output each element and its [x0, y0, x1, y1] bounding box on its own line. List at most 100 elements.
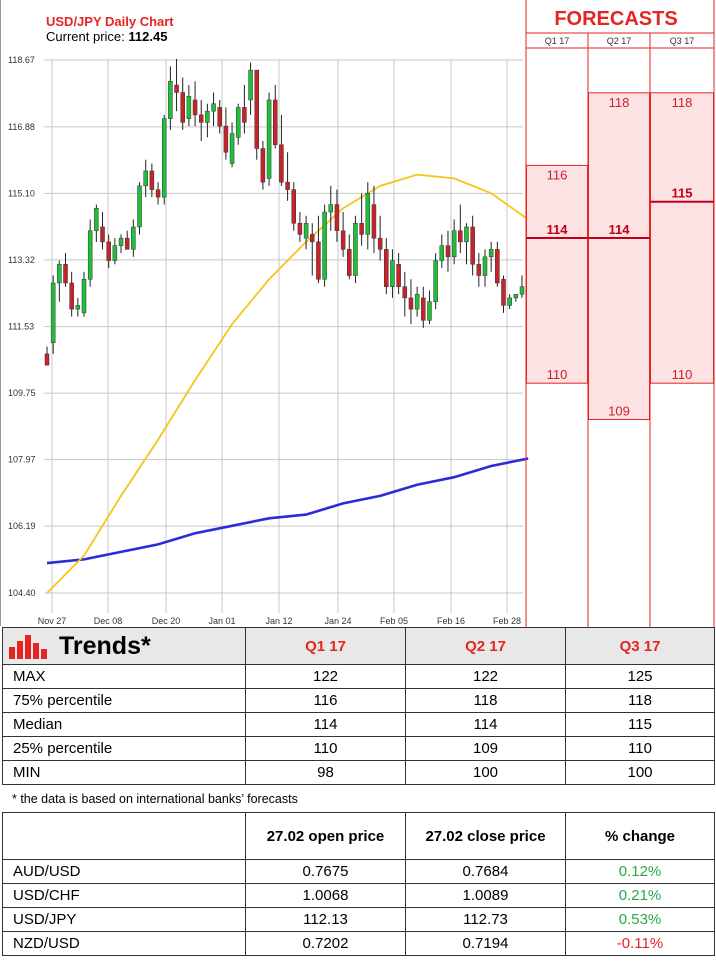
candle-body: [501, 279, 506, 306]
candle: [322, 204, 327, 287]
open-price: 0.7675: [245, 859, 406, 884]
candle-body: [310, 234, 315, 243]
candle-body: [464, 226, 469, 243]
candle: [57, 260, 62, 302]
candle-body: [291, 189, 297, 224]
ma-long-line: [46, 457, 529, 565]
candle: [180, 77, 185, 130]
y-tick-label: 115.10: [8, 188, 35, 198]
percent-change: -0.11%: [565, 931, 715, 956]
cell-value: 100: [565, 760, 715, 785]
candle: [439, 234, 445, 269]
candle-body: [328, 204, 334, 213]
candle-body: [340, 230, 346, 250]
candle-body: [396, 264, 401, 287]
pair-name: USD/JPY: [2, 907, 246, 932]
fx-table: 27.02 open price 27.02 close price % cha…: [2, 812, 715, 956]
open-price: 0.7202: [245, 931, 406, 956]
candle-body: [519, 286, 525, 295]
candle: [433, 253, 438, 310]
y-tick-label: 116.88: [8, 122, 35, 132]
candle: [205, 103, 210, 138]
candle: [168, 66, 173, 130]
candle-body: [266, 99, 272, 179]
candle-body: [118, 237, 124, 246]
y-tick-label: 118.67: [8, 55, 35, 65]
candle: [359, 193, 364, 246]
candle: [192, 81, 198, 127]
candle-body: [174, 84, 179, 93]
candle-body: [260, 148, 266, 183]
pair-name: AUD/USD: [2, 859, 246, 884]
candle: [347, 234, 352, 280]
cell-value: 114: [405, 712, 566, 737]
row-label: MIN: [2, 760, 246, 785]
candle: [365, 182, 371, 250]
trends-col-q1: Q1 17: [245, 627, 406, 665]
x-tick-label: Jan 01: [208, 616, 235, 626]
cell-value: 118: [565, 688, 715, 713]
candle-body: [100, 226, 105, 243]
candle-body: [192, 99, 198, 116]
row-label: MAX: [2, 664, 246, 689]
forecast-label-low: 109: [608, 404, 630, 419]
cell-value: 98: [245, 760, 406, 785]
forecast-label-median: 115: [672, 186, 693, 201]
candle: [445, 230, 451, 272]
y-tick-label: 111.53: [8, 322, 34, 332]
forecast-col-label: Q3 17: [670, 36, 695, 46]
x-tick-label: Jan 24: [324, 616, 351, 626]
pair-name: NZD/USD: [2, 931, 246, 956]
candle-body: [303, 222, 309, 239]
trends-col-q3: Q3 17: [565, 627, 715, 665]
table-row: 75% percentile 116 118 118: [2, 688, 715, 713]
candle: [390, 249, 395, 298]
candle-body: [371, 204, 377, 239]
fx-col-close: 27.02 close price: [405, 812, 566, 860]
cell-value: 122: [245, 664, 406, 689]
candle: [87, 219, 93, 287]
x-tick-label: Jan 12: [265, 616, 292, 626]
candle-body: [57, 264, 62, 284]
candle-body: [168, 81, 173, 119]
candle-body: [124, 237, 130, 250]
candle: [94, 204, 99, 242]
candle: [427, 290, 432, 325]
y-tick-label: 109.75: [8, 388, 36, 398]
candle: [501, 275, 506, 313]
forecast-col-label: Q2 17: [607, 36, 632, 46]
candle: [291, 182, 297, 231]
candle-body: [414, 293, 420, 310]
row-label: 75% percentile: [2, 688, 246, 713]
table-row: MIN 98 100 100: [2, 760, 715, 785]
candle-body: [495, 249, 500, 284]
candle: [112, 238, 118, 265]
candle-body: [254, 69, 259, 149]
table-row: AUD/USD 0.7675 0.7684 0.12%: [2, 859, 715, 884]
candle-body: [334, 204, 340, 231]
candle-body: [390, 260, 395, 287]
candle: [408, 279, 414, 325]
cell-value: 109: [405, 736, 566, 761]
candle: [44, 346, 50, 366]
candle: [118, 234, 124, 254]
candle: [384, 238, 389, 295]
candle-body: [353, 222, 358, 276]
candle: [470, 215, 475, 276]
candle-body: [223, 125, 229, 153]
candle: [254, 69, 259, 160]
candle: [421, 286, 426, 328]
table-row: Median 114 114 115: [2, 712, 715, 737]
candle-body: [44, 353, 50, 366]
candle: [316, 215, 321, 283]
candle: [328, 185, 334, 231]
candle-body: [180, 92, 185, 123]
candle-body: [377, 237, 383, 250]
candle-body: [272, 99, 278, 146]
candle: [482, 249, 488, 287]
candle: [161, 114, 167, 205]
close-price: 0.7194: [405, 931, 566, 956]
candle: [81, 271, 87, 317]
forecast-label-low: 110: [547, 367, 568, 382]
candle: [476, 253, 482, 287]
